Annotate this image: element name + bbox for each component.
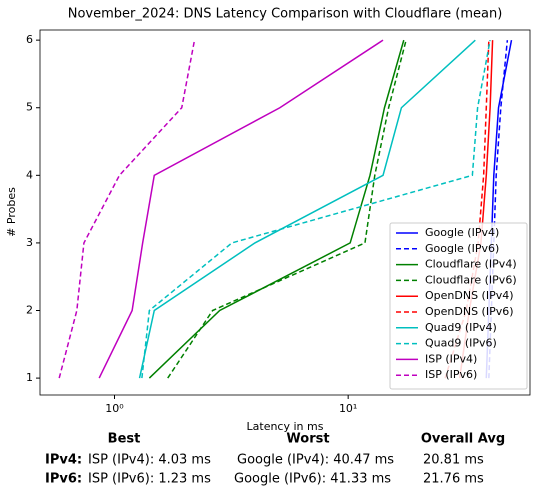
table-cell: ISP (IPv4): 4.03 ms — [88, 453, 211, 468]
row-label: IPv4: — [45, 453, 82, 468]
series-line — [141, 40, 491, 379]
legend-label: Cloudflare (IPv6) — [425, 273, 517, 286]
legend-label: ISP (IPv4) — [425, 352, 477, 365]
y-tick-label: 4 — [26, 168, 33, 181]
legend-label: OpenDNS (IPv6) — [425, 305, 514, 318]
y-tick-label: 6 — [26, 33, 33, 46]
x-tick-label: 10⁰ — [105, 402, 124, 415]
series-line — [148, 39, 405, 379]
legend-label: Google (IPv6) — [425, 242, 499, 255]
legend-label: Quad9 (IPv4) — [425, 321, 497, 334]
legend-label: Cloudflare (IPv4) — [425, 258, 517, 271]
table-cell: ISP (IPv6): 1.23 ms — [88, 472, 211, 487]
summary-table: Best Worst Overall Avg IPv4: ISP (IPv4):… — [45, 432, 505, 487]
plot-frame — [39, 29, 531, 396]
table-cell: 20.81 ms — [423, 453, 484, 468]
legend-label: Quad9 (IPv6) — [425, 337, 497, 350]
row-label: IPv6: — [45, 472, 82, 487]
table-cell: 21.76 ms — [423, 472, 484, 487]
legend-label: OpenDNS (IPv4) — [425, 289, 514, 302]
legend-label: Google (IPv4) — [425, 226, 499, 239]
table-header: Overall Avg — [421, 432, 505, 447]
table-header: Worst — [286, 432, 329, 447]
table-cell: Google (IPv6): 41.33 ms — [234, 472, 391, 487]
y-axis-label: # Probes — [5, 187, 18, 237]
series-line — [58, 39, 196, 379]
series-line — [138, 39, 476, 379]
series-line — [98, 39, 384, 379]
y-tick-label: 5 — [26, 101, 33, 114]
y-tick-label: 1 — [26, 371, 33, 384]
legend-box — [389, 222, 528, 390]
table-cell: Google (IPv4): 40.47 ms — [237, 453, 394, 468]
x-tick-label: 10¹ — [339, 402, 357, 415]
y-tick-label: 2 — [26, 304, 33, 317]
table-header: Best — [108, 432, 141, 447]
legend: Google (IPv4) Google (IPv6) Cloudflare (IP… — [389, 222, 528, 390]
y-tick-label: 3 — [26, 236, 33, 249]
legend-label: ISP (IPv6) — [425, 368, 477, 381]
x-axis-label: Latency in ms — [247, 420, 324, 433]
chart-title: November_2024: DNS Latency Comparison wi… — [68, 7, 503, 22]
series-line — [167, 39, 407, 379]
